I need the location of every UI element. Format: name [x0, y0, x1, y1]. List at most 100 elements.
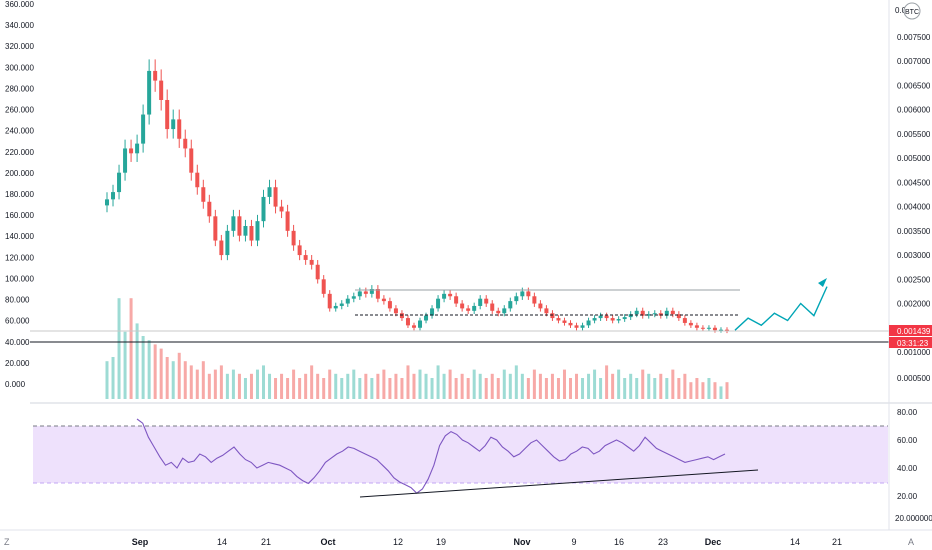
time-axis-label: Oct [320, 537, 335, 547]
candle-body [375, 289, 380, 299]
currency-label: BTC [905, 9, 919, 16]
time-axis-label: 21 [261, 537, 271, 547]
candle-body [153, 70, 158, 81]
candle-body [339, 303, 344, 306]
volume-bar [436, 365, 440, 399]
candle-body [640, 310, 645, 316]
time-axis-label: 14 [217, 537, 227, 547]
volume-axis-label: 300.000 [5, 63, 34, 72]
volume-bar [183, 361, 187, 399]
volume-bar [352, 369, 356, 399]
candle-body [105, 199, 109, 206]
candle-body [411, 325, 416, 328]
candle-body [592, 318, 597, 321]
price-projection-path[interactable] [734, 286, 828, 331]
volume-bar [207, 373, 211, 399]
volume-bar [286, 378, 290, 399]
price-axis-label: 0.001000 [897, 348, 931, 357]
candle-body [291, 230, 296, 246]
candle-body [562, 320, 567, 323]
candle-body [580, 325, 585, 328]
time-axis[interactable]: Sep 14 21 Oct 12 19 Nov 9 16 23 Dec 14 21 [132, 537, 842, 547]
volume-histogram [105, 298, 729, 399]
candle-body [725, 329, 729, 331]
volume-bar [147, 340, 151, 399]
volume-bar [382, 369, 386, 399]
candle-body [237, 216, 242, 236]
volume-bar [346, 373, 350, 399]
volume-bar [249, 373, 253, 399]
candle-body [327, 293, 332, 309]
volume-bar [165, 357, 169, 399]
volume-bar [575, 373, 579, 399]
volume-axis-left[interactable]: 360.000 340.000 320.000 300.000 280.000 260.0… [5, 0, 34, 389]
countdown-tag-value: 03:31:23 [897, 339, 929, 348]
candle-body [460, 303, 465, 309]
candle-body [574, 325, 579, 328]
volume-bar [496, 378, 500, 399]
volume-bar [581, 378, 585, 399]
volume-bar [340, 378, 344, 399]
volume-bar [394, 373, 398, 399]
time-axis-label: 16 [614, 537, 624, 547]
volume-bar [322, 378, 326, 399]
volume-axis-label: 180.000 [5, 190, 34, 199]
candle-body [321, 279, 326, 294]
volume-bar [629, 373, 633, 399]
price-axis-right[interactable]: 0.007500 0.007000 0.006500 0.006000 0.005500… [897, 33, 931, 383]
volume-bar [568, 378, 572, 399]
time-axis-label: Nov [513, 537, 530, 547]
volume-bar [587, 373, 591, 399]
rsi-trendline[interactable] [359, 469, 759, 498]
candlestick-series [105, 59, 729, 334]
volume-bar [334, 373, 338, 399]
volume-bar [189, 365, 193, 399]
volume-bar [550, 373, 554, 399]
volume-bar [611, 373, 615, 399]
volume-bar [520, 373, 524, 399]
volume-bar [647, 373, 651, 399]
volume-bar [219, 365, 223, 399]
candle-body [147, 70, 152, 115]
volume-bar [623, 378, 627, 399]
candle-body [616, 319, 621, 321]
projection-arrowhead [818, 278, 827, 287]
rsi-axis-label: 40.00 [897, 464, 918, 473]
candle-body [652, 313, 657, 315]
time-axis-label: Sep [132, 537, 149, 547]
volume-bar [544, 378, 548, 399]
price-axis-label: 0.006500 [897, 81, 931, 90]
volume-bar [316, 373, 320, 399]
volume-bar [358, 378, 362, 399]
volume-bar [532, 369, 536, 399]
timezone-toggle[interactable]: Z [4, 537, 10, 547]
candle-body [628, 314, 633, 318]
candle-body [538, 303, 543, 309]
auto-scale-toggle[interactable]: A [908, 537, 914, 547]
candle-body [183, 138, 188, 149]
candle-body [502, 308, 507, 314]
volume-bar [713, 382, 717, 399]
candle-body [586, 320, 591, 326]
volume-bar [484, 378, 488, 399]
rsi-line [136, 418, 726, 494]
time-axis-label: 12 [393, 537, 403, 547]
candle-body [508, 301, 513, 309]
candle-body [159, 80, 164, 100]
volume-bar [683, 373, 687, 399]
time-axis-label: Dec [705, 537, 722, 547]
volume-bar [424, 373, 428, 399]
candle-body [454, 296, 459, 304]
volume-bar [225, 373, 229, 399]
candle-body [111, 192, 116, 200]
candle-body [682, 318, 687, 323]
rsi-axis-right[interactable]: 80.00 60.00 40.00 20.00 [897, 408, 918, 501]
volume-axis-label: 80.000 [5, 296, 30, 305]
volume-bar [526, 378, 530, 399]
candle-body [634, 310, 639, 315]
volume-axis-label: 160.000 [5, 211, 34, 220]
price-axis-label: 0.002000 [897, 300, 931, 309]
volume-bar [388, 378, 392, 399]
candle-body [448, 293, 453, 297]
